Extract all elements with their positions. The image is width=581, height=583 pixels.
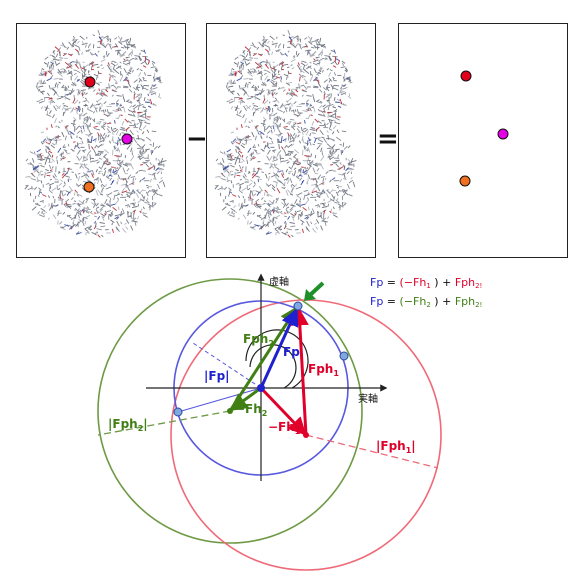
solution-pointer-arrow-icon [304,281,325,301]
fph1-vector [290,307,309,436]
fp-vector [259,307,299,389]
fp-circle-point-right [339,351,349,361]
panel-protein [206,23,376,258]
heavy-atom-magenta [121,133,133,145]
heavy-atom-positions [459,70,509,187]
phase-angle-arc-inner [249,344,297,389]
neg-fh2-label: −Fh2 [235,402,267,418]
equals-operator: = [377,124,399,154]
heavy-atom-red [84,76,96,88]
panel-heavy-atoms [398,23,568,258]
fp-label: Fp [283,345,300,359]
fph1-radius-dashed [305,434,439,469]
abs-fp-label: |Fp| [204,369,230,383]
equation-1: Fp = (−Fh1 ) + Fph2! [370,276,482,290]
heavy-atom-magenta [497,128,509,140]
minus-operator: − [186,124,208,154]
fph2-label: Fph2 [243,332,274,348]
phase-angle-arc [245,329,309,389]
real-axis-label: 実軸 [358,392,378,405]
protein-structure-image [24,29,167,238]
fp-radius-line [177,387,262,413]
abs-fph2-label: |Fph2| [108,417,148,433]
fph2-radius-dashed [97,410,231,436]
heavy-atom-red [460,70,472,82]
abs-fph1-label: |Fph1| [376,439,416,455]
neg-fh2-vector [229,386,262,412]
fph2-circle [97,278,363,544]
phase-solution-point [293,301,303,311]
equation-2: Fp = (−Fh2 ) + Fph2! [370,295,482,309]
protein-structure-image [214,29,357,238]
harker-diagram: 虚軸 実軸 Fp = (−Fh1 ) + Fph2! Fp = (−Fh2 ) … [97,273,482,571]
neg-fh1-label: −Fh1 [268,420,301,436]
panel-protein-with-atoms [16,23,186,258]
origin-point [257,384,265,392]
fp-circle-point-left [173,407,183,417]
fh1-end-point [303,432,309,438]
fph2-vector [228,305,298,412]
imaginary-axis-label: 虚軸 [269,275,289,288]
heavy-atom-orange [83,181,95,193]
fh2-end-point [227,408,233,414]
heavy-atom-orange [459,175,471,187]
neg-fh1-vector [259,386,307,436]
fph1-label: Fph1 [308,362,339,378]
